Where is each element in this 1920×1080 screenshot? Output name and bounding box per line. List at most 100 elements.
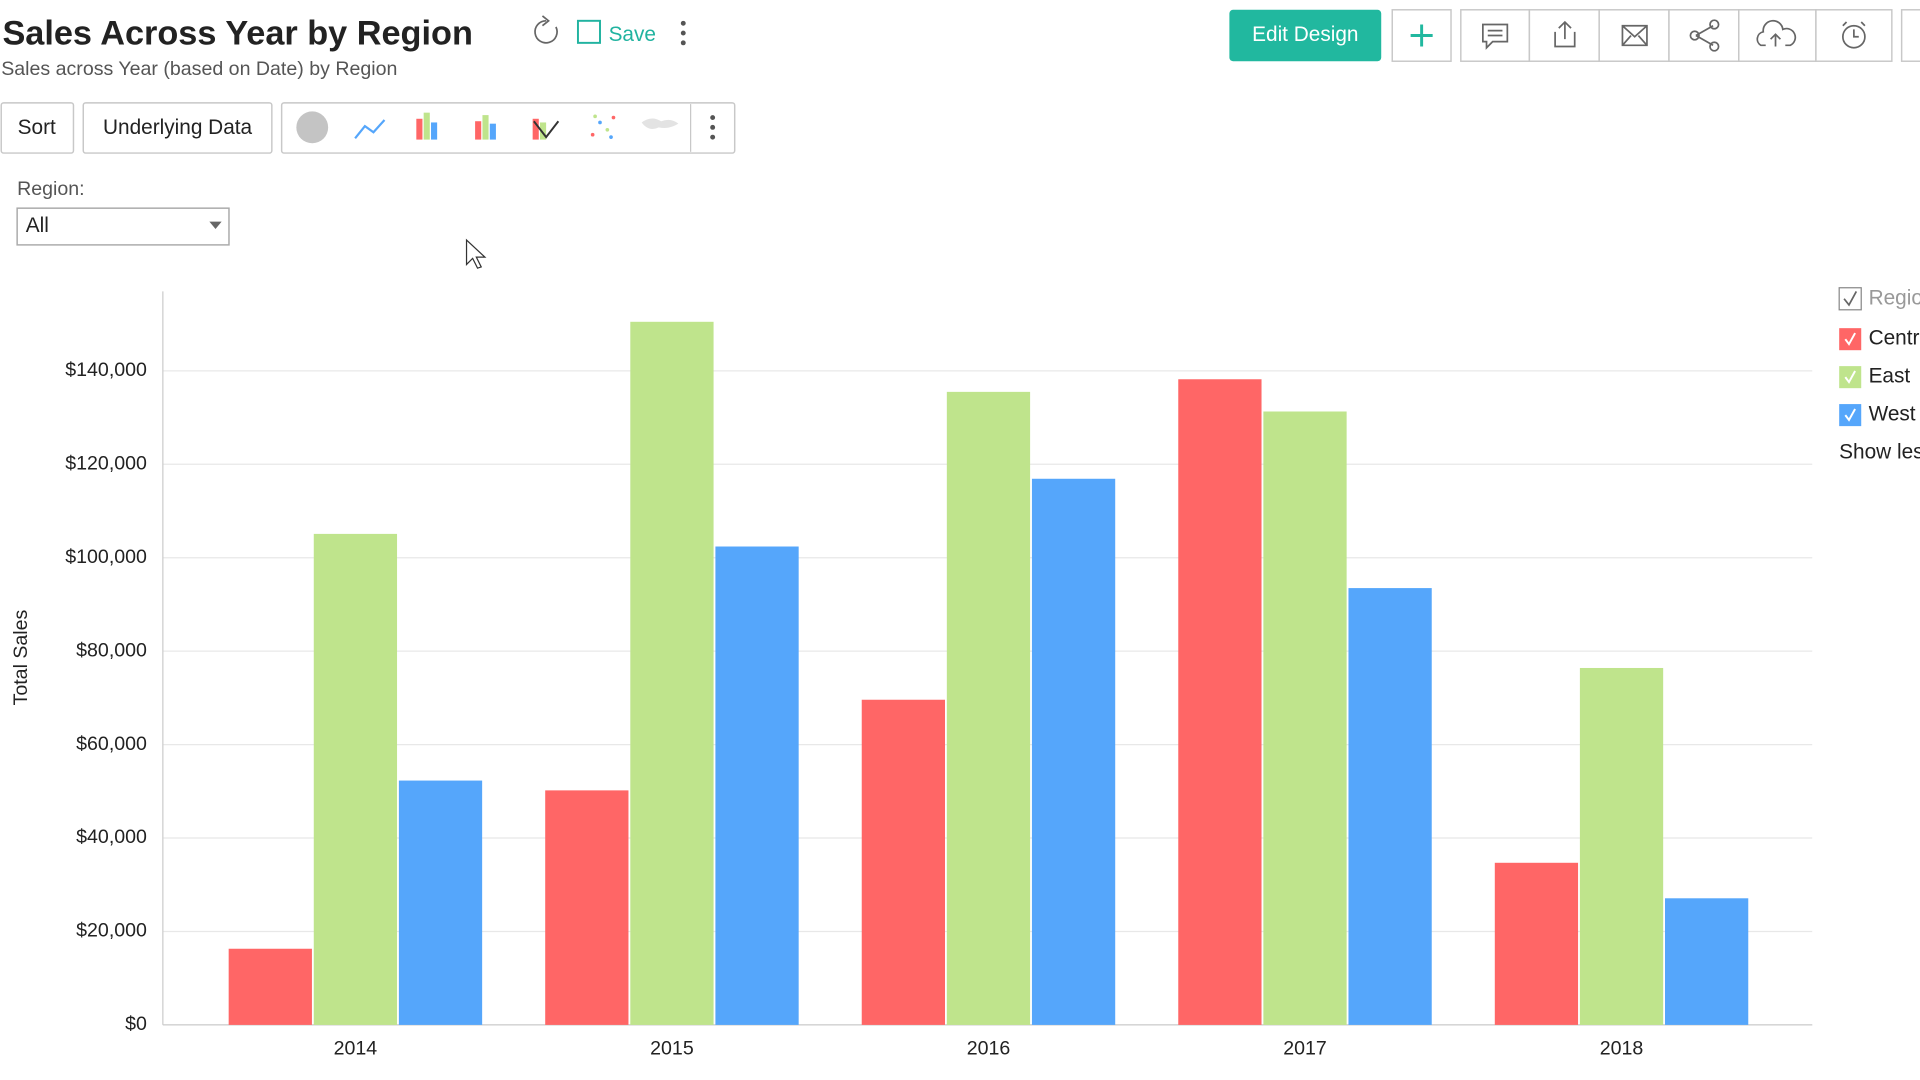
clock-hands [1842,21,1866,38]
icon-dot [590,132,595,137]
legend-item[interactable]: Centr [1839,327,1920,351]
legend-swatch [1839,366,1862,389]
dot [680,30,686,36]
filter-label: Region: [17,178,84,200]
dot[interactable] [710,124,716,130]
legend-label: East [1869,365,1911,388]
legend: Regio Centr East West Show les [1838,286,1920,464]
y-tick-label: $60,000 [76,733,147,755]
icon-bar [423,112,430,140]
bar [715,546,799,1025]
schedule-button[interactable] [1815,9,1893,62]
bar [1494,862,1579,1025]
check-mark [1844,332,1856,346]
combo-type[interactable] [532,118,560,140]
bar [1579,667,1664,1025]
bar [630,321,714,1025]
icon-dot [593,114,597,119]
share-node [1709,41,1720,52]
save-button[interactable]: Save [576,19,656,46]
icon-bar [532,118,539,140]
save-icon [576,19,601,44]
more-button[interactable] [1900,9,1920,62]
legend-item[interactable]: West [1839,403,1916,427]
icon-dot [609,135,613,139]
bar [946,391,1031,1025]
bar [1348,588,1432,1025]
underlying-data-label: Underlying Data [103,116,253,139]
sort-button[interactable]: Sort [0,102,75,154]
y-tick-label: $120,000 [65,452,147,474]
icon-bar [431,122,438,140]
dot [680,40,686,46]
cloud-icon [1756,19,1797,47]
legend-swatch [1839,404,1862,427]
x-tick-label: 2016 [967,1038,1011,1060]
underlying-data-button[interactable]: Underlying Data [82,102,273,154]
icon-dot [605,127,610,132]
action-buttons [1391,9,1920,62]
chart-type-bar [280,102,736,154]
bar [228,948,312,1025]
share-node [1709,19,1720,30]
x-tick-label: 2018 [1600,1038,1644,1060]
legend-toggle[interactable]: Show les [1839,441,1920,464]
legend-title[interactable]: Regio [1838,286,1920,311]
dot[interactable] [710,134,716,140]
x-tick-label: 2017 [1283,1038,1327,1060]
legend-title-text: Regio [1869,286,1920,309]
icon-dot [598,120,602,125]
bar [545,790,629,1025]
mouse-cursor [465,238,487,269]
share-button[interactable] [1668,9,1740,62]
chart: Total Sales $0 $20,000 $40,000 $60,000 $80,0… [10,286,1920,1059]
dropdown-value: All [26,214,49,237]
icon-dot [611,115,616,120]
comment-icon [1482,23,1509,50]
y-tick-label: $0 [125,1013,147,1035]
y-tick-label: $40,000 [76,826,147,848]
dot[interactable] [710,115,716,120]
check-mark [1843,291,1858,307]
icon-bar [540,122,547,140]
bar [1263,411,1347,1025]
dropdown-arrow [209,221,222,229]
chart-type-bg [280,102,736,154]
bar-type[interactable] [416,112,438,140]
bar [398,780,483,1025]
check-mark [1844,408,1856,422]
icon-bar [475,121,482,140]
dropdown-bg [16,207,230,246]
more-menu[interactable] [680,20,686,46]
legend-swatch [1839,328,1862,351]
edit-design-button[interactable]: Edit Design [1229,9,1382,62]
clock-icon [1842,24,1866,49]
line-type[interactable] [354,119,386,140]
icon-bar [416,118,423,140]
legend-item[interactable]: East [1839,365,1910,389]
map-type[interactable] [641,118,679,129]
export-icon [1554,20,1576,48]
legend-label: Centr [1869,327,1920,350]
x-tick-label: 2014 [334,1038,378,1060]
share-node [1689,30,1700,41]
save-label: Save [609,23,656,46]
region-dropdown[interactable]: All [16,207,230,246]
y-tick-label: $20,000 [76,920,147,942]
bar [313,533,398,1025]
y-tick-label: $100,000 [65,546,147,568]
stacked-type[interactable] [475,115,496,140]
refresh-arrow [541,15,550,27]
bar [1031,478,1116,1025]
edit-design-bg [1229,9,1382,62]
bar [1665,898,1749,1025]
refresh-icon[interactable] [534,15,558,44]
bar [861,699,945,1025]
x-tick-label: 2015 [650,1038,694,1060]
scatter-type[interactable] [590,114,616,139]
sort-bg [0,102,75,154]
y-tick-label: $140,000 [65,359,147,381]
pie-type[interactable] [296,111,329,144]
legend-checkbox [1838,287,1862,311]
